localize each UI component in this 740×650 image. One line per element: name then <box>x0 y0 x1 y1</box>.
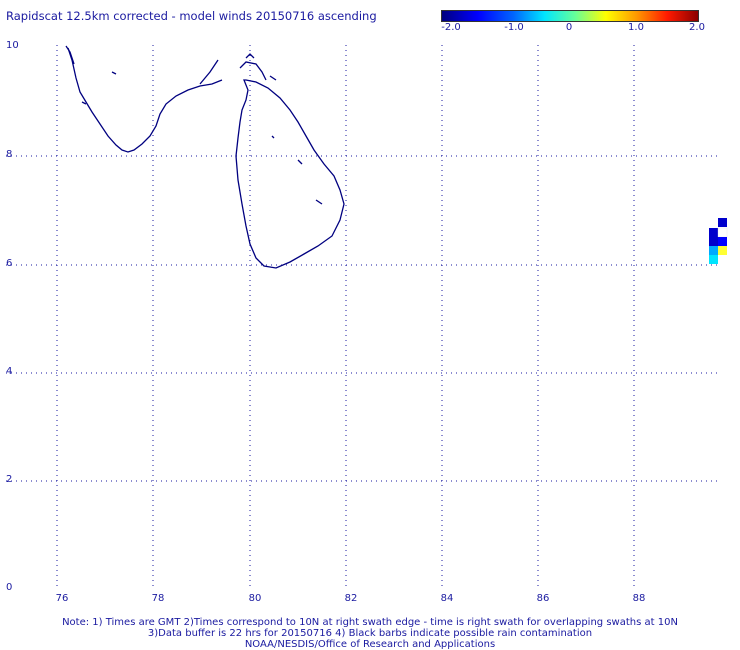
colorbar-tick-neg2: -2.0 <box>441 22 461 33</box>
gridlines <box>6 45 720 590</box>
y-tick-6: 6 <box>6 258 13 269</box>
x-tick-80: 80 <box>248 593 262 604</box>
y-tick-4: 4 <box>6 366 13 377</box>
colorbar-tick-2: 2.0 <box>689 22 705 33</box>
colorbar <box>441 10 699 22</box>
x-tick-78: 78 <box>151 593 165 604</box>
x-tick-76: 76 <box>55 593 69 604</box>
y-tick-2: 2 <box>6 474 13 485</box>
note-line-3: NOAA/NESDIS/Office of Research and Appli… <box>244 639 496 650</box>
y-tick-10: 10 <box>6 40 19 51</box>
y-tick-0: 0 <box>6 582 13 593</box>
x-tick-86: 86 <box>536 593 550 604</box>
colorbar-tick-1: 1.0 <box>628 22 644 33</box>
note-line-2: 3)Data buffer is 22 hrs for 20150716 4) … <box>147 628 593 639</box>
x-tick-88: 88 <box>632 593 646 604</box>
colorbar-tick-0: 0 <box>565 22 573 33</box>
coastline <box>65 45 345 269</box>
note-line-1: Note: 1) Times are GMT 2)Times correspon… <box>62 617 678 628</box>
map-title: Rapidscat 12.5km corrected - model winds… <box>6 9 377 23</box>
colorbar-tick-neg1: -1.0 <box>504 22 524 33</box>
x-tick-82: 82 <box>344 593 358 604</box>
y-tick-8: 8 <box>6 149 13 160</box>
wind-swath-pixels <box>709 218 728 264</box>
x-tick-84: 84 <box>440 593 454 604</box>
